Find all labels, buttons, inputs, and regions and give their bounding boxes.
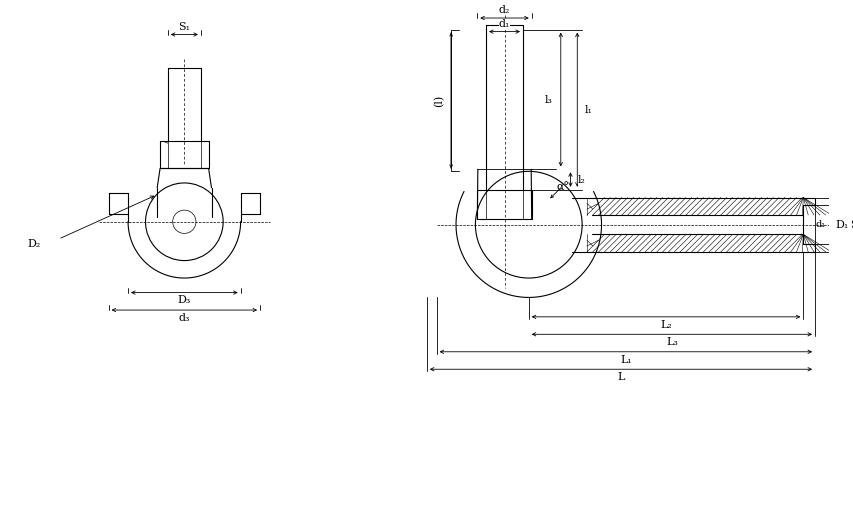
- Text: d₁: d₁: [498, 19, 509, 29]
- Text: S₁: S₁: [178, 22, 190, 32]
- Text: d₂: d₂: [498, 5, 509, 15]
- Text: L₁: L₁: [619, 354, 631, 365]
- Text: S₂: S₂: [849, 220, 853, 230]
- Text: D₃: D₃: [177, 295, 191, 305]
- Text: D₁: D₁: [834, 220, 848, 230]
- Text: l₁: l₁: [584, 105, 592, 115]
- Text: d₃: d₃: [178, 313, 190, 323]
- Text: D₂: D₂: [27, 239, 41, 249]
- Text: l₃: l₃: [544, 94, 553, 105]
- Text: l₂: l₂: [577, 175, 585, 184]
- Text: L: L: [617, 372, 624, 382]
- Text: α°: α°: [555, 183, 569, 193]
- Text: L₂: L₂: [659, 319, 671, 330]
- Text: (l): (l): [434, 94, 444, 107]
- Text: d₁: d₁: [815, 220, 825, 229]
- Text: L₃: L₃: [665, 337, 677, 347]
